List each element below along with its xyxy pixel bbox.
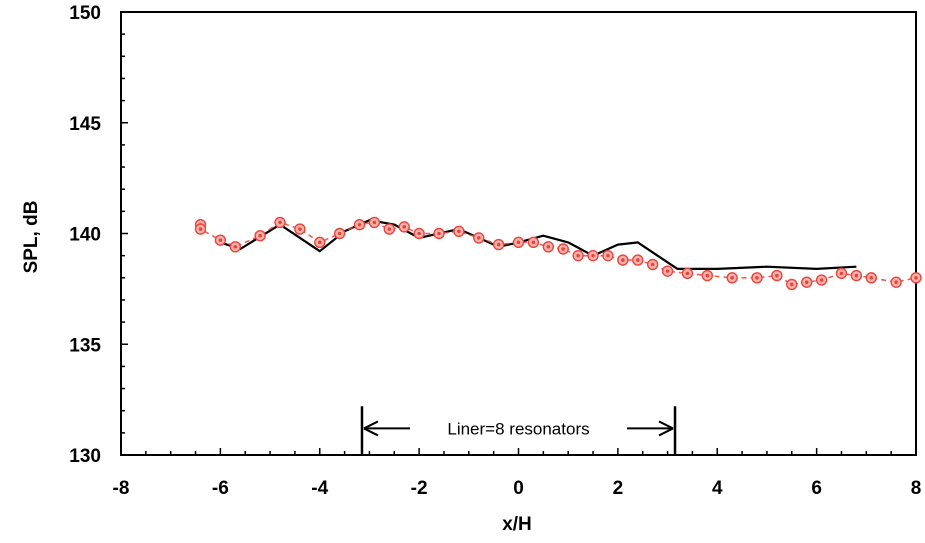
data-point-center [218,238,223,242]
data-point-center [298,227,302,231]
x-tick-label: 0 [513,478,524,499]
data-point-center [775,273,779,278]
x-axis-title: x/H [502,514,532,535]
y-tick-label: 140 [69,225,101,246]
y-tick-label: 130 [69,446,101,467]
x-tick-label: 8 [911,478,922,499]
liner-annotation: Liner=8 resonators [360,406,677,455]
data-point-center [730,276,734,280]
arrow-left-head [363,420,379,437]
x-tick-label: -2 [411,478,428,499]
data-point-center [417,231,421,236]
data-point-center [337,231,342,236]
x-tick-label: 6 [811,478,822,499]
liner-annotation-label: Liner=8 resonators [447,419,589,438]
data-point-center [233,244,238,249]
series-line-1 [199,221,917,286]
series-group [194,216,922,291]
data-point-center [258,233,262,238]
data-point-center [402,225,407,229]
data-point-center [372,220,377,225]
data-point-center [357,222,362,227]
axes: -8 -6 -4 -2 0 2 4 6 8 130 135 140 145 150 [69,3,921,499]
data-point-center [819,278,824,282]
data-point-center [621,258,625,262]
data-point-center [437,231,441,236]
data-point-center [839,271,844,276]
data-point-center [705,273,710,278]
arrow-right-head [658,420,674,437]
data-point-center [755,276,759,280]
y-axis-title: SPL, dB [21,201,42,274]
data-point-center [531,240,536,245]
data-point-center [198,227,203,231]
data-point-center [914,276,918,280]
data-point-center [516,240,521,245]
data-point-center [591,253,595,258]
y-tick-label: 135 [69,335,101,356]
data-point-center [476,236,481,240]
data-point-center [576,253,580,258]
data-point-center [665,269,670,273]
data-point-center [635,258,640,262]
data-point-center [869,276,874,280]
data-point-center [685,271,690,276]
data-point-center [789,282,794,287]
y-tick-label: 145 [69,114,101,135]
data-point-center [561,247,566,251]
data-point-center [387,227,392,231]
data-point-center [496,242,501,247]
data-point-center [606,253,610,258]
data-point-center [650,262,655,267]
plot-frame [120,11,917,456]
data-point-center [278,220,282,225]
x-tick-label: -6 [212,478,229,499]
data-point-center [317,240,322,245]
data-point-center [854,273,859,278]
y-tick-label: 150 [69,3,101,24]
x-tick-label: -8 [113,478,130,499]
data-point-center [546,244,551,249]
x-tick-label: 2 [613,478,624,499]
data-point-center [457,229,461,234]
data-point-center [894,280,898,285]
x-tick-label: -4 [311,478,328,499]
data-point-center [804,280,809,285]
x-tick-label: 4 [712,478,723,499]
